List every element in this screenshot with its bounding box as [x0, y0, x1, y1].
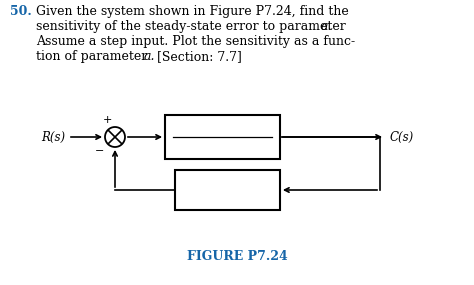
Text: −: −: [95, 146, 104, 156]
Text: K: K: [218, 123, 227, 135]
Text: Assume a step input. Plot the sensitivity as a func-: Assume a step input. Plot the sensitivit…: [36, 35, 355, 48]
Text: s(s + 1)(s + 3): s(s + 1)(s + 3): [182, 142, 264, 152]
Text: tion of parameter: tion of parameter: [36, 50, 151, 63]
Text: Given the system shown in Figure P7.24, find the: Given the system shown in Figure P7.24, …: [36, 5, 349, 18]
Bar: [175, 170, 280, 210]
Text: FIGURE P7.24: FIGURE P7.24: [187, 250, 287, 263]
Text: +: +: [102, 115, 112, 125]
Text: a.: a.: [321, 20, 332, 33]
Text: (s + a): (s + a): [207, 184, 248, 196]
Bar: [165, 115, 280, 159]
Text: sensitivity of the steady-state error to parameter: sensitivity of the steady-state error to…: [36, 20, 350, 33]
Text: C(s): C(s): [390, 131, 414, 144]
Text: 50.: 50.: [10, 5, 32, 18]
Text: R(s): R(s): [41, 131, 65, 144]
Text: [Section: 7.7]: [Section: 7.7]: [153, 50, 242, 63]
Text: a.: a.: [144, 50, 155, 63]
